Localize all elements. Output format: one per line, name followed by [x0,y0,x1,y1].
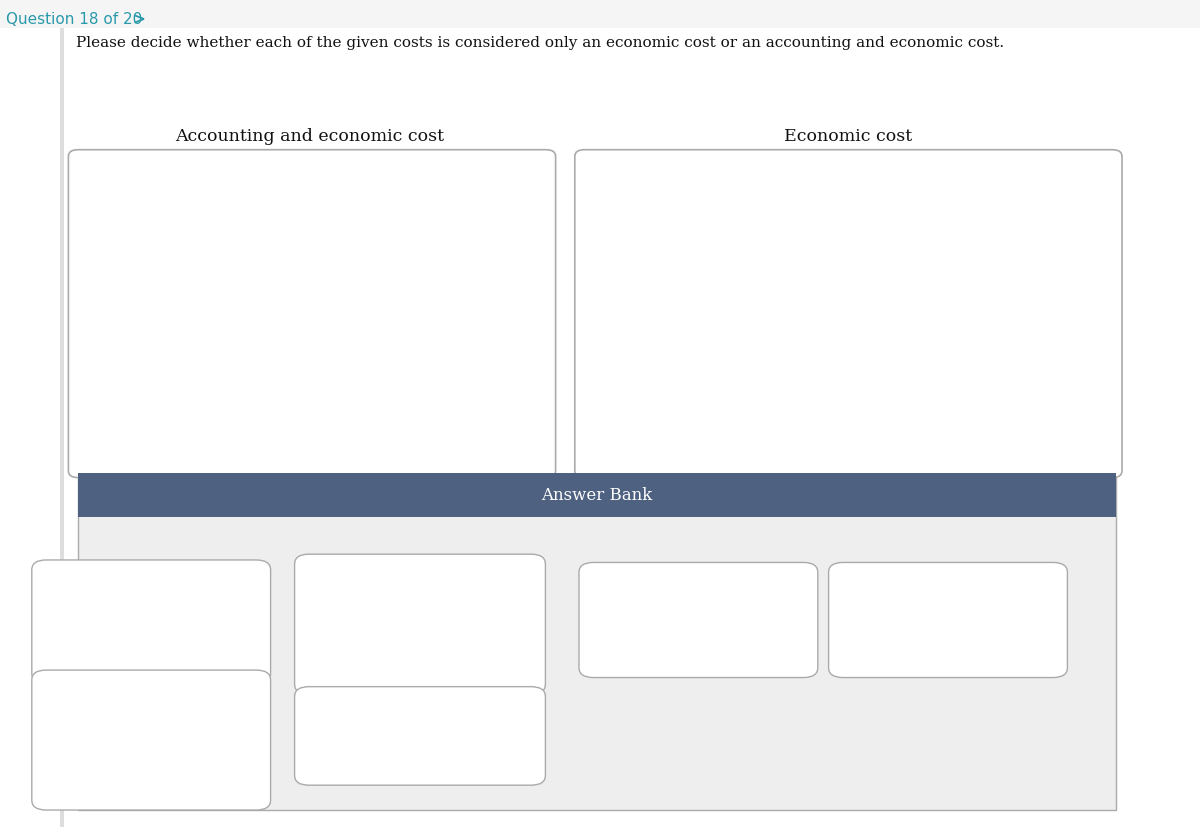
Text: The salary Jacob earned as
a dentist that he gave up
to become a plumber.: The salary Jacob earned as a dentist tha… [857,595,1039,645]
Text: The unpaid leave Brianna
took so she can line up
for the release of the next
boo: The unpaid leave Brianna took so she can… [61,706,241,774]
Text: Question 18 of 20: Question 18 of 20 [6,12,143,27]
Text: The nacho cart Jay bought
to open up a snack stand
outside the local high school: The nacho cart Jay bought to open up a s… [54,597,248,647]
Text: The new suit Solomon bought
for his upcoming interview.: The new suit Solomon bought for his upco… [320,720,520,752]
FancyBboxPatch shape [32,670,270,810]
Text: Please decide whether each of the given costs is considered only an economic cos: Please decide whether each of the given … [76,36,1003,50]
FancyBboxPatch shape [294,555,545,695]
Bar [0,0,1200,29]
Text: Accounting and economic cost: Accounting and economic cost [175,128,444,146]
Bar [78,476,1116,810]
Text: >: > [132,12,145,27]
FancyBboxPatch shape [68,151,556,478]
Text: Economic cost: Economic cost [785,128,912,146]
Text: The hour of class Travis
missed so he could sleep
in this morning.: The hour of class Travis missed so he co… [616,595,781,645]
FancyBboxPatch shape [578,562,817,678]
Text: Answer Bank: Answer Bank [541,487,653,504]
FancyBboxPatch shape [294,686,545,786]
Text: The Internet access Eileen
purchases so she
can begin an online company
selling : The Internet access Eileen purchases so … [302,590,538,658]
Bar [60,29,64,827]
FancyBboxPatch shape [32,561,270,683]
FancyBboxPatch shape [829,562,1068,678]
Bar [78,474,1116,517]
FancyBboxPatch shape [575,151,1122,478]
